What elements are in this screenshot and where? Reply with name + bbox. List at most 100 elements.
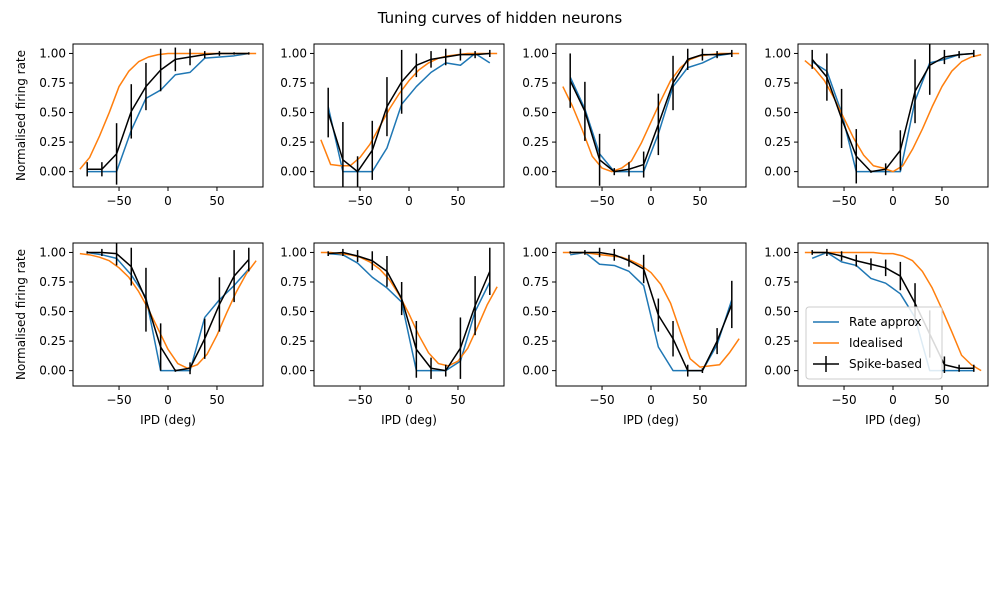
spike-based-line: [812, 251, 974, 370]
x-tick-label: 0: [164, 194, 172, 208]
legend-label: Rate approx: [849, 315, 922, 329]
y-axis-label: Normalised firing rate: [14, 249, 28, 380]
spike-based-line: [87, 52, 249, 171]
figure-title: Tuning curves of hidden neurons: [377, 9, 623, 27]
spike-based-line: [87, 251, 250, 372]
y-tick-label: 0.25: [522, 334, 549, 348]
x-tick-label: 0: [889, 393, 897, 407]
panel-data: [562, 48, 740, 186]
panel-2: 0.00 0.25 0.50 0.75 1.00 −50 0 50: [280, 43, 505, 208]
idealised-line: [320, 251, 498, 367]
y-tick-label: 0.50: [280, 106, 307, 120]
y-tick-label: 0.50: [764, 106, 791, 120]
x-tick-label: 50: [450, 393, 465, 407]
panel-data: [320, 247, 498, 379]
rate-approx-line: [569, 52, 732, 173]
x-axis-label: IPD (deg): [381, 413, 437, 427]
y-tick-label: 0.75: [280, 275, 307, 289]
panel-data: [804, 44, 982, 184]
x-tick-label: 0: [889, 194, 897, 208]
x-tick-label: −50: [347, 194, 372, 208]
idealised-line: [320, 52, 498, 167]
idealised-line: [79, 252, 257, 370]
legend-label: Spike-based: [849, 357, 922, 371]
y-tick-label: 0.75: [39, 76, 66, 90]
y-axis-label: Normalised firing rate: [14, 50, 28, 181]
legend: Rate approx Idealised Spike-based: [805, 306, 943, 380]
panel-1: 0.00 0.25 0.50 0.75 1.00 −50 0 50 Normalised fir…: [14, 43, 264, 208]
rate-approx-line: [87, 52, 249, 173]
spike-based-line: [570, 251, 733, 372]
x-tick-label: 0: [405, 194, 413, 208]
y-tick-label: 0.50: [280, 305, 307, 319]
x-tick-label: 50: [692, 194, 707, 208]
x-tick-label: −50: [106, 393, 131, 407]
y-tick-label: 1.00: [522, 46, 549, 60]
spike-based-line: [327, 52, 490, 173]
panel-8: 0.00 0.25 0.50 0.75 1.00 −50 0 50 IPD (deg) Rate …: [764, 242, 989, 427]
rate-approx-line: [87, 251, 250, 372]
x-tick-label: −50: [831, 393, 856, 407]
y-tick-label: 0.00: [280, 165, 307, 179]
y-tick-label: 0.50: [39, 106, 66, 120]
idealised-line: [804, 251, 982, 372]
spike-based-line: [811, 52, 974, 173]
y-tick-label: 0.50: [522, 305, 549, 319]
x-tick-label: 0: [164, 393, 172, 407]
y-tick-label: 0.25: [39, 135, 66, 149]
panel-3: 0.00 0.25 0.50 0.75 1.00 −50 0 50: [522, 43, 747, 208]
x-axis-label: IPD (deg): [865, 413, 921, 427]
y-tick-label: 1.00: [764, 245, 791, 259]
x-tick-label: 50: [692, 393, 707, 407]
y-tick-label: 0.00: [280, 364, 307, 378]
spike-based-line: [328, 251, 491, 372]
y-tick-label: 0.75: [522, 76, 549, 90]
rate-approx-line: [327, 52, 491, 173]
y-tick-label: 0.00: [522, 364, 549, 378]
y-tick-label: 1.00: [280, 46, 307, 60]
panel-5: 0.00 0.25 0.50 0.75 1.00 −50 0 50 IPD (deg) Norma…: [14, 242, 264, 427]
y-tick-label: 1.00: [280, 245, 307, 259]
x-tick-label: −50: [831, 194, 856, 208]
y-tick-label: 0.25: [280, 334, 307, 348]
x-axis-label: IPD (deg): [623, 413, 679, 427]
panel-data: [562, 247, 740, 377]
idealised-line: [562, 251, 740, 368]
rate-approx-line: [328, 252, 491, 372]
y-tick-label: 0.75: [280, 76, 307, 90]
y-tick-label: 1.00: [39, 46, 66, 60]
y-tick-label: 0.50: [39, 305, 66, 319]
y-tick-label: 0.25: [280, 135, 307, 149]
x-axis-label: IPD (deg): [140, 413, 196, 427]
y-tick-label: 0.25: [764, 135, 791, 149]
panel-6: 0.00 0.25 0.50 0.75 1.00 −50 0 50 IPD (deg): [280, 242, 505, 427]
y-tick-label: 1.00: [522, 245, 549, 259]
x-tick-label: 0: [647, 194, 655, 208]
x-tick-label: 50: [209, 393, 224, 407]
idealised-line: [79, 52, 257, 170]
rate-approx-line: [570, 251, 733, 372]
panel-data: [79, 47, 257, 185]
legend-label: Idealised: [849, 336, 903, 350]
y-tick-label: 0.00: [764, 165, 791, 179]
x-tick-label: −50: [589, 393, 614, 407]
panel-data: [79, 243, 257, 375]
x-tick-label: 0: [405, 393, 413, 407]
y-tick-label: 0.75: [39, 275, 66, 289]
rate-approx-line: [811, 251, 974, 372]
spike-based-line: [569, 52, 732, 173]
x-tick-label: −50: [106, 194, 131, 208]
x-tick-label: 50: [934, 393, 949, 407]
y-tick-label: 1.00: [39, 245, 66, 259]
panel-7: 0.00 0.25 0.50 0.75 1.00 −50 0 50 IPD (deg): [522, 242, 747, 427]
y-tick-label: 0.50: [522, 106, 549, 120]
y-tick-label: 0.75: [764, 275, 791, 289]
panel-data: [320, 48, 498, 187]
y-tick-label: 0.50: [764, 305, 791, 319]
x-tick-label: 50: [450, 194, 465, 208]
y-tick-label: 0.75: [522, 275, 549, 289]
y-tick-label: 1.00: [764, 46, 791, 60]
idealised-line: [804, 53, 982, 173]
